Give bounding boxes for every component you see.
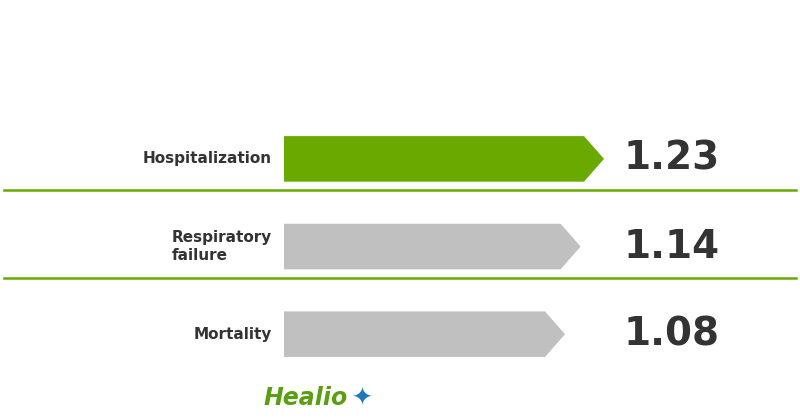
Text: 1.14: 1.14 [624,228,720,265]
Polygon shape [284,311,565,357]
Text: 1.08: 1.08 [624,315,720,353]
Text: Healio: Healio [264,386,348,410]
Polygon shape [284,136,604,182]
Text: Mortality: Mortality [194,327,272,342]
Text: within 30 days of a diagnosis of bacterial pneumonia: within 30 days of a diagnosis of bacteri… [120,70,680,89]
Polygon shape [284,224,581,269]
Text: Risk ratios for patients with a penicillin allergy label: Risk ratios for patients with a penicill… [122,29,678,48]
Text: Hospitalization: Hospitalization [143,151,272,166]
Text: Respiratory
failure: Respiratory failure [172,230,272,263]
Text: 1.23: 1.23 [624,140,720,178]
Text: ✦: ✦ [352,386,373,410]
